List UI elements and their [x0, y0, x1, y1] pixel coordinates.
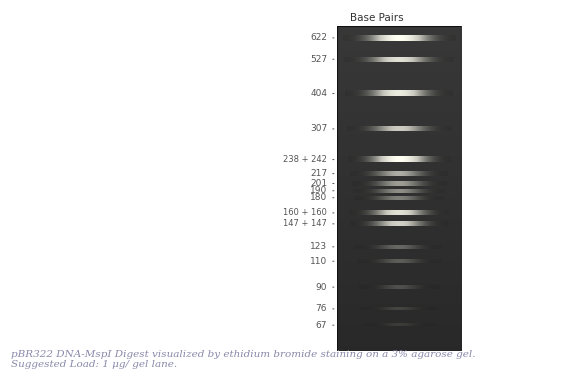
Text: 90: 90: [316, 283, 327, 292]
Text: 67: 67: [316, 321, 327, 329]
Text: 622: 622: [310, 34, 327, 42]
Text: 217: 217: [310, 169, 327, 178]
Text: 160 + 160: 160 + 160: [283, 208, 327, 218]
Text: 527: 527: [310, 55, 327, 64]
Text: 238 + 242: 238 + 242: [283, 155, 327, 164]
Text: 307: 307: [310, 124, 327, 133]
Text: 201: 201: [310, 179, 327, 188]
Text: 123: 123: [310, 242, 327, 251]
Text: 110: 110: [310, 257, 327, 266]
Text: 180: 180: [310, 193, 327, 202]
Text: 190: 190: [310, 186, 327, 195]
Text: 147 + 147: 147 + 147: [283, 219, 327, 228]
Text: 404: 404: [310, 89, 327, 98]
Text: pBR322 DNA-MspI Digest visualized by ethidium bromide staining on a 3% agarose g: pBR322 DNA-MspI Digest visualized by eth…: [11, 350, 476, 369]
Text: Base Pairs: Base Pairs: [350, 12, 403, 23]
Text: 76: 76: [316, 304, 327, 313]
